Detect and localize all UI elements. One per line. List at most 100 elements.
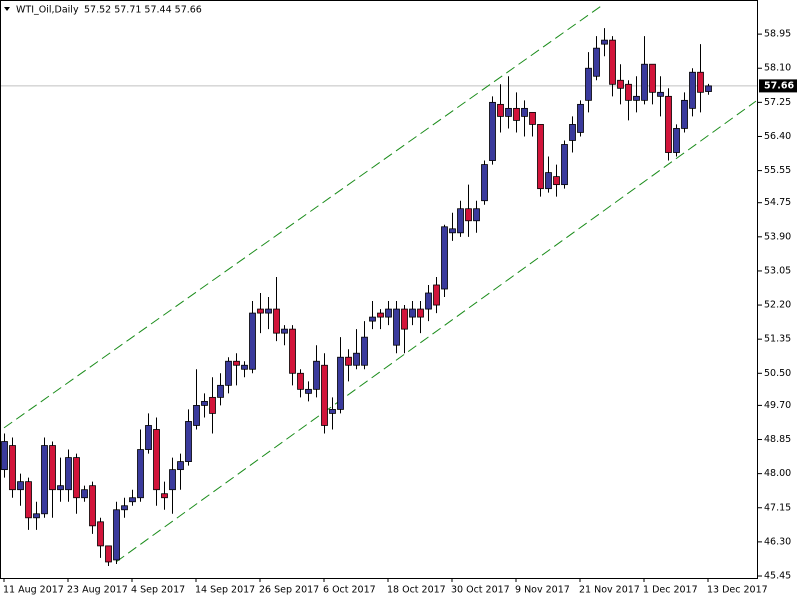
- candle-body: [105, 545, 112, 563]
- candle-body: [169, 469, 176, 491]
- candle-body: [313, 360, 320, 390]
- candle-body: [537, 124, 544, 190]
- candle-body: [449, 228, 456, 234]
- candle-body: [593, 47, 600, 77]
- candle-body: [433, 284, 440, 306]
- y-tick-label: 58.95: [764, 29, 791, 40]
- candle-body: [89, 485, 96, 527]
- candle-body: [73, 457, 80, 499]
- candle-body: [57, 485, 64, 491]
- x-tick-label: 21 Nov 2017: [579, 585, 640, 596]
- candle-body: [409, 308, 416, 318]
- candle-body: [209, 396, 216, 414]
- x-tick-label: 30 Oct 2017: [451, 585, 510, 596]
- candle-body: [369, 316, 376, 322]
- candle-body: [665, 95, 672, 153]
- candle-body: [609, 39, 616, 85]
- candle-body: [273, 308, 280, 334]
- candle-body: [177, 461, 184, 471]
- current-price-box: [759, 79, 797, 93]
- candle-body: [489, 101, 496, 161]
- candle-body: [617, 79, 624, 89]
- x-tick-label: 6 Oct 2017: [323, 585, 376, 596]
- candle-body: [281, 328, 288, 334]
- candle-body: [585, 67, 592, 101]
- y-tick-label: 49.70: [764, 400, 791, 411]
- channel-line: [3, 3, 605, 429]
- candle-body: [401, 308, 408, 330]
- candle-body: [705, 85, 712, 92]
- y-tick-label: 50.50: [764, 368, 791, 379]
- candle-body: [505, 107, 512, 117]
- candle-body: [529, 111, 536, 125]
- candle-body: [553, 176, 560, 186]
- candle-body: [225, 360, 232, 386]
- candle-body: [249, 312, 256, 370]
- y-tick-label: 51.35: [764, 334, 791, 345]
- y-tick-label: 46.30: [764, 536, 791, 547]
- candle-body: [337, 356, 344, 410]
- plot-border: [0, 0, 758, 579]
- plot-area: [0, 3, 758, 566]
- candle-body: [17, 481, 24, 491]
- channel-line: [115, 100, 757, 563]
- chart-title: WTI_Oil,Daily: [16, 5, 79, 16]
- y-tick-label: 53.90: [764, 231, 791, 242]
- candle-body: [633, 95, 640, 101]
- x-tick-label: 14 Sep 2017: [195, 585, 255, 596]
- x-tick-label: 9 Nov 2017: [515, 585, 570, 596]
- x-tick-label: 1 Dec 2017: [643, 585, 698, 596]
- candle-body: [321, 364, 328, 426]
- y-tick-label: 47.15: [764, 502, 791, 513]
- y-tick-label: 45.45: [764, 570, 791, 581]
- candle-body: [305, 388, 312, 394]
- y-tick-label: 56.40: [764, 131, 791, 142]
- y-tick-label: 54.75: [764, 197, 791, 208]
- candle-body: [641, 63, 648, 101]
- candle-body: [441, 226, 448, 290]
- candle-body: [129, 497, 136, 503]
- candle-body: [697, 71, 704, 93]
- candle-body: [297, 372, 304, 390]
- candle-body: [545, 172, 552, 190]
- candle-body: [497, 103, 504, 117]
- candle-body: [153, 429, 160, 491]
- candle-body: [97, 521, 104, 547]
- candle-body: [465, 208, 472, 222]
- candle-body: [561, 144, 568, 186]
- candle-body: [41, 445, 48, 515]
- candle-body: [361, 336, 368, 366]
- candle-body: [241, 364, 248, 370]
- candle-body: [145, 425, 152, 450]
- candle-body: [201, 400, 208, 406]
- candle-body: [425, 292, 432, 310]
- y-tick-label: 52.20: [764, 300, 791, 311]
- x-tick-label: 11 Aug 2017: [3, 585, 64, 596]
- y-tick-label: 57.25: [764, 97, 791, 108]
- candle-body: [417, 308, 424, 318]
- candle-body: [513, 107, 520, 121]
- symbol-arrow: [4, 7, 10, 11]
- x-tick-label: 13 Dec 2017: [707, 585, 768, 596]
- candle-body: [673, 128, 680, 153]
- current-price-label: 57.66: [764, 80, 794, 91]
- candle-body: [601, 39, 608, 45]
- x-tick-label: 23 Aug 2017: [67, 585, 128, 596]
- candle-body: [185, 421, 192, 462]
- candle-body: [233, 360, 240, 366]
- candle-body: [121, 505, 128, 511]
- candle-body: [265, 308, 272, 314]
- candle-body: [473, 208, 480, 222]
- candle-body: [217, 384, 224, 398]
- candle-body: [625, 83, 632, 101]
- candle-body: [385, 308, 392, 318]
- candle-body: [33, 513, 40, 519]
- x-tick-label: 4 Sep 2017: [131, 585, 185, 596]
- candle-body: [1, 441, 8, 471]
- candle-body: [457, 208, 464, 234]
- x-tick-label: 26 Sep 2017: [259, 585, 319, 596]
- candle-body: [521, 107, 528, 117]
- candle-body: [393, 308, 400, 346]
- candle-body: [25, 481, 32, 519]
